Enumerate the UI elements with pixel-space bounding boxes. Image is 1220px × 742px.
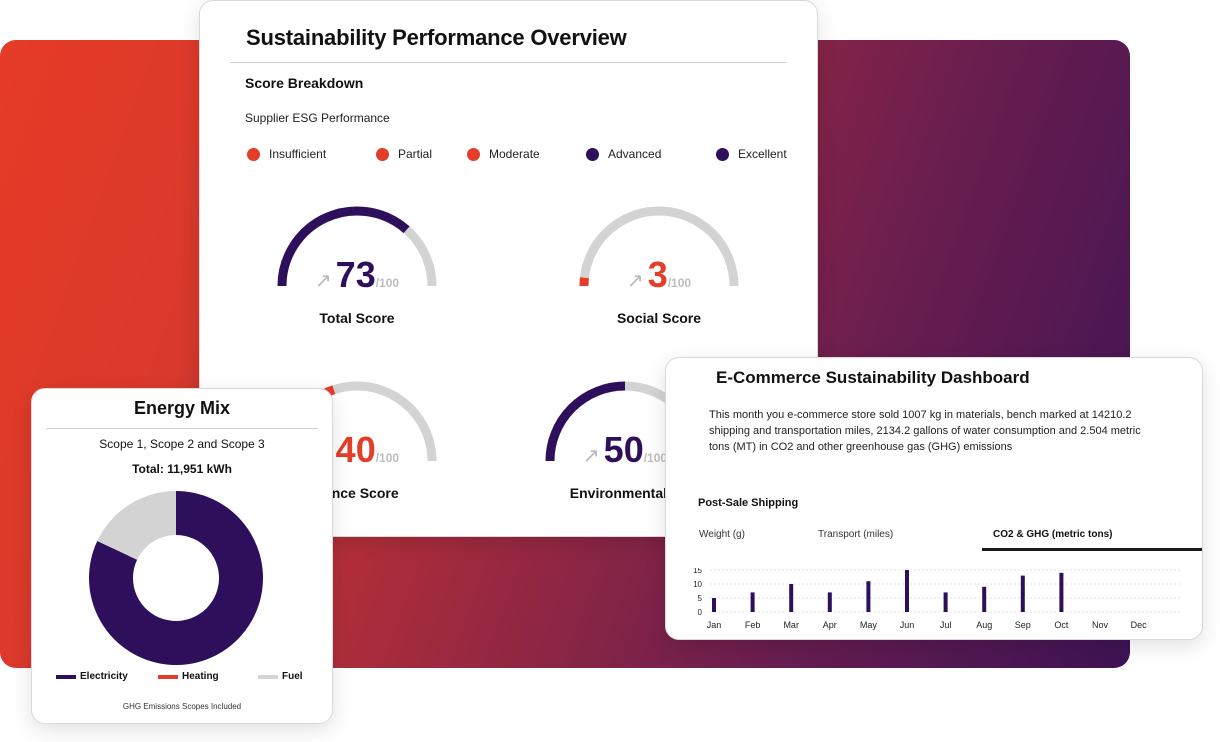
x-tick-label: Aug [976,620,992,630]
gauge-label: nance Score [315,485,399,501]
x-tick-label: Jul [940,620,952,630]
page-title: Sustainability Performance Overview [246,25,627,50]
energy-legend-label: Electricity [80,671,128,682]
trend-arrow-icon: ↗ [314,270,332,292]
energy-divider [46,428,318,429]
ecommerce-title: E-Commerce Sustainability Dashboard [716,368,1030,387]
bar-aug [982,586,987,612]
bar-jun [905,570,909,612]
legend-item-insufficient: Insufficient [247,147,326,161]
gauge-track [579,206,739,287]
legend-label: Insufficient [269,147,327,161]
gauge-max: /100 [375,451,400,465]
gauge-max: /100 [375,276,400,290]
x-tick-label: Sep [1015,620,1031,630]
tab-co2-ghg[interactable]: CO2 & GHG (metric tons) [993,529,1113,540]
gauge-fill [277,206,410,287]
energy-mix-title: Energy Mix [133,398,231,418]
x-tick-label: Mar [783,620,799,630]
energy-legend-heating: Heating [158,671,219,682]
gauge-value: ↗ 73/100 [267,254,447,296]
x-tick-label: Apr [823,620,837,630]
energy-mix-card: Energy Mix Scope 1, Scope 2 and Scope 3 … [31,388,333,724]
gauge-number: 50 [603,429,644,470]
ecommerce-description: This month you e-commerce store sold 100… [709,409,1141,453]
bar-feb [750,592,755,612]
gauge-number: 40 [335,429,376,470]
y-tick-label: 0 [698,608,703,617]
legend-dot-icon [716,147,729,161]
legend-dot-icon [586,147,599,161]
total-score-gauge: ↗ 73/100 Total Score [267,206,447,326]
gauge-label: Social Score [616,310,702,326]
legend-label: Excellent [738,147,787,161]
bar-sep [1020,575,1025,612]
gauge-value: ↗ 3/100 [569,254,749,296]
bar-oct [1059,572,1064,612]
x-tick-label: Feb [745,620,761,630]
legend-label: Partial [398,147,433,161]
legend-dot-icon [467,147,480,161]
bar-may [866,581,871,612]
energy-legend-label: Heating [182,671,219,682]
gauge-label: Total Score [319,310,395,326]
energy-donut-chart [88,491,263,665]
fuel-swatch-icon [258,674,278,679]
x-tick-label: May [860,620,878,630]
gauge-arc [579,206,739,287]
legend-item-excellent: Excellent [716,147,787,161]
legend-dot-icon [247,147,260,161]
legend-label: Advanced [608,147,662,161]
x-tick-label: Dec [1131,620,1148,630]
trend-arrow-icon: ↗ [626,270,644,292]
legend-label: Moderate [489,147,540,161]
gauge-value: ↗ 50/100 [535,429,715,471]
energy-scopes-subtitle: Scope 1, Scope 2 and Scope 3 [99,437,265,451]
title-divider [230,62,787,63]
score-breakdown-heading: Score Breakdown [245,75,364,91]
legend-item-advanced: Advanced [586,147,661,161]
energy-footnote: GHG Emissions Scopes Included [122,702,242,711]
social-score-gauge: ↗ 3/100 Social Score [569,206,749,326]
gauge-number: 73 [335,254,376,295]
performance-legend: Insufficient Partial Moderate Advanced E… [245,147,787,163]
legend-item-moderate: Moderate [467,147,540,161]
energy-total: Total: 11,951 kWh [132,462,232,476]
bar-jan [712,598,716,612]
bar-jul [943,592,948,612]
gauge-label: Environmental S [569,485,681,501]
y-tick-label: 10 [693,580,702,589]
donut-slice-electricity [88,491,263,665]
electricity-swatch-icon [56,674,76,679]
shipping-bar-chart: 15 10 5 0 Jan Feb Mar Apr May Jun Jul Aug Sep Oct Nov D… [693,568,1180,630]
active-tab-indicator [982,548,1202,551]
bar-mar [789,584,794,612]
donut-slice-fuel [97,491,176,560]
bar-apr [827,592,832,612]
energy-legend-electricity: Electricity [56,671,128,682]
tab-weight[interactable]: Weight (g) [699,529,745,540]
legend-item-partial: Partial [376,147,432,161]
heating-swatch-icon [158,674,178,679]
gauge-fill [545,381,626,462]
supplier-esg-subtitle: Supplier ESG Performance [245,111,390,125]
x-tick-label: Nov [1092,620,1109,630]
legend-dot-icon [376,147,389,161]
gauge-max: /100 [643,451,668,465]
trend-arrow-icon: ↗ [582,445,600,467]
energy-legend-label: Fuel [282,671,303,682]
gauge-number: 3 [647,254,668,295]
y-tick-label: 5 [698,594,703,603]
energy-legend-fuel: Fuel [258,671,303,682]
tab-transport[interactable]: Transport (miles) [818,529,894,540]
gauge-max: /100 [667,276,692,290]
post-sale-shipping-heading: Post-Sale Shipping [698,497,799,509]
y-tick-label: 15 [693,568,702,575]
x-tick-label: Jun [900,620,915,630]
x-tick-label: Jan [707,620,722,630]
x-tick-label: Oct [1054,620,1069,630]
gauge-arc [277,206,437,287]
ecommerce-dashboard-card: E-Commerce Sustainability Dashboard This… [665,357,1203,640]
